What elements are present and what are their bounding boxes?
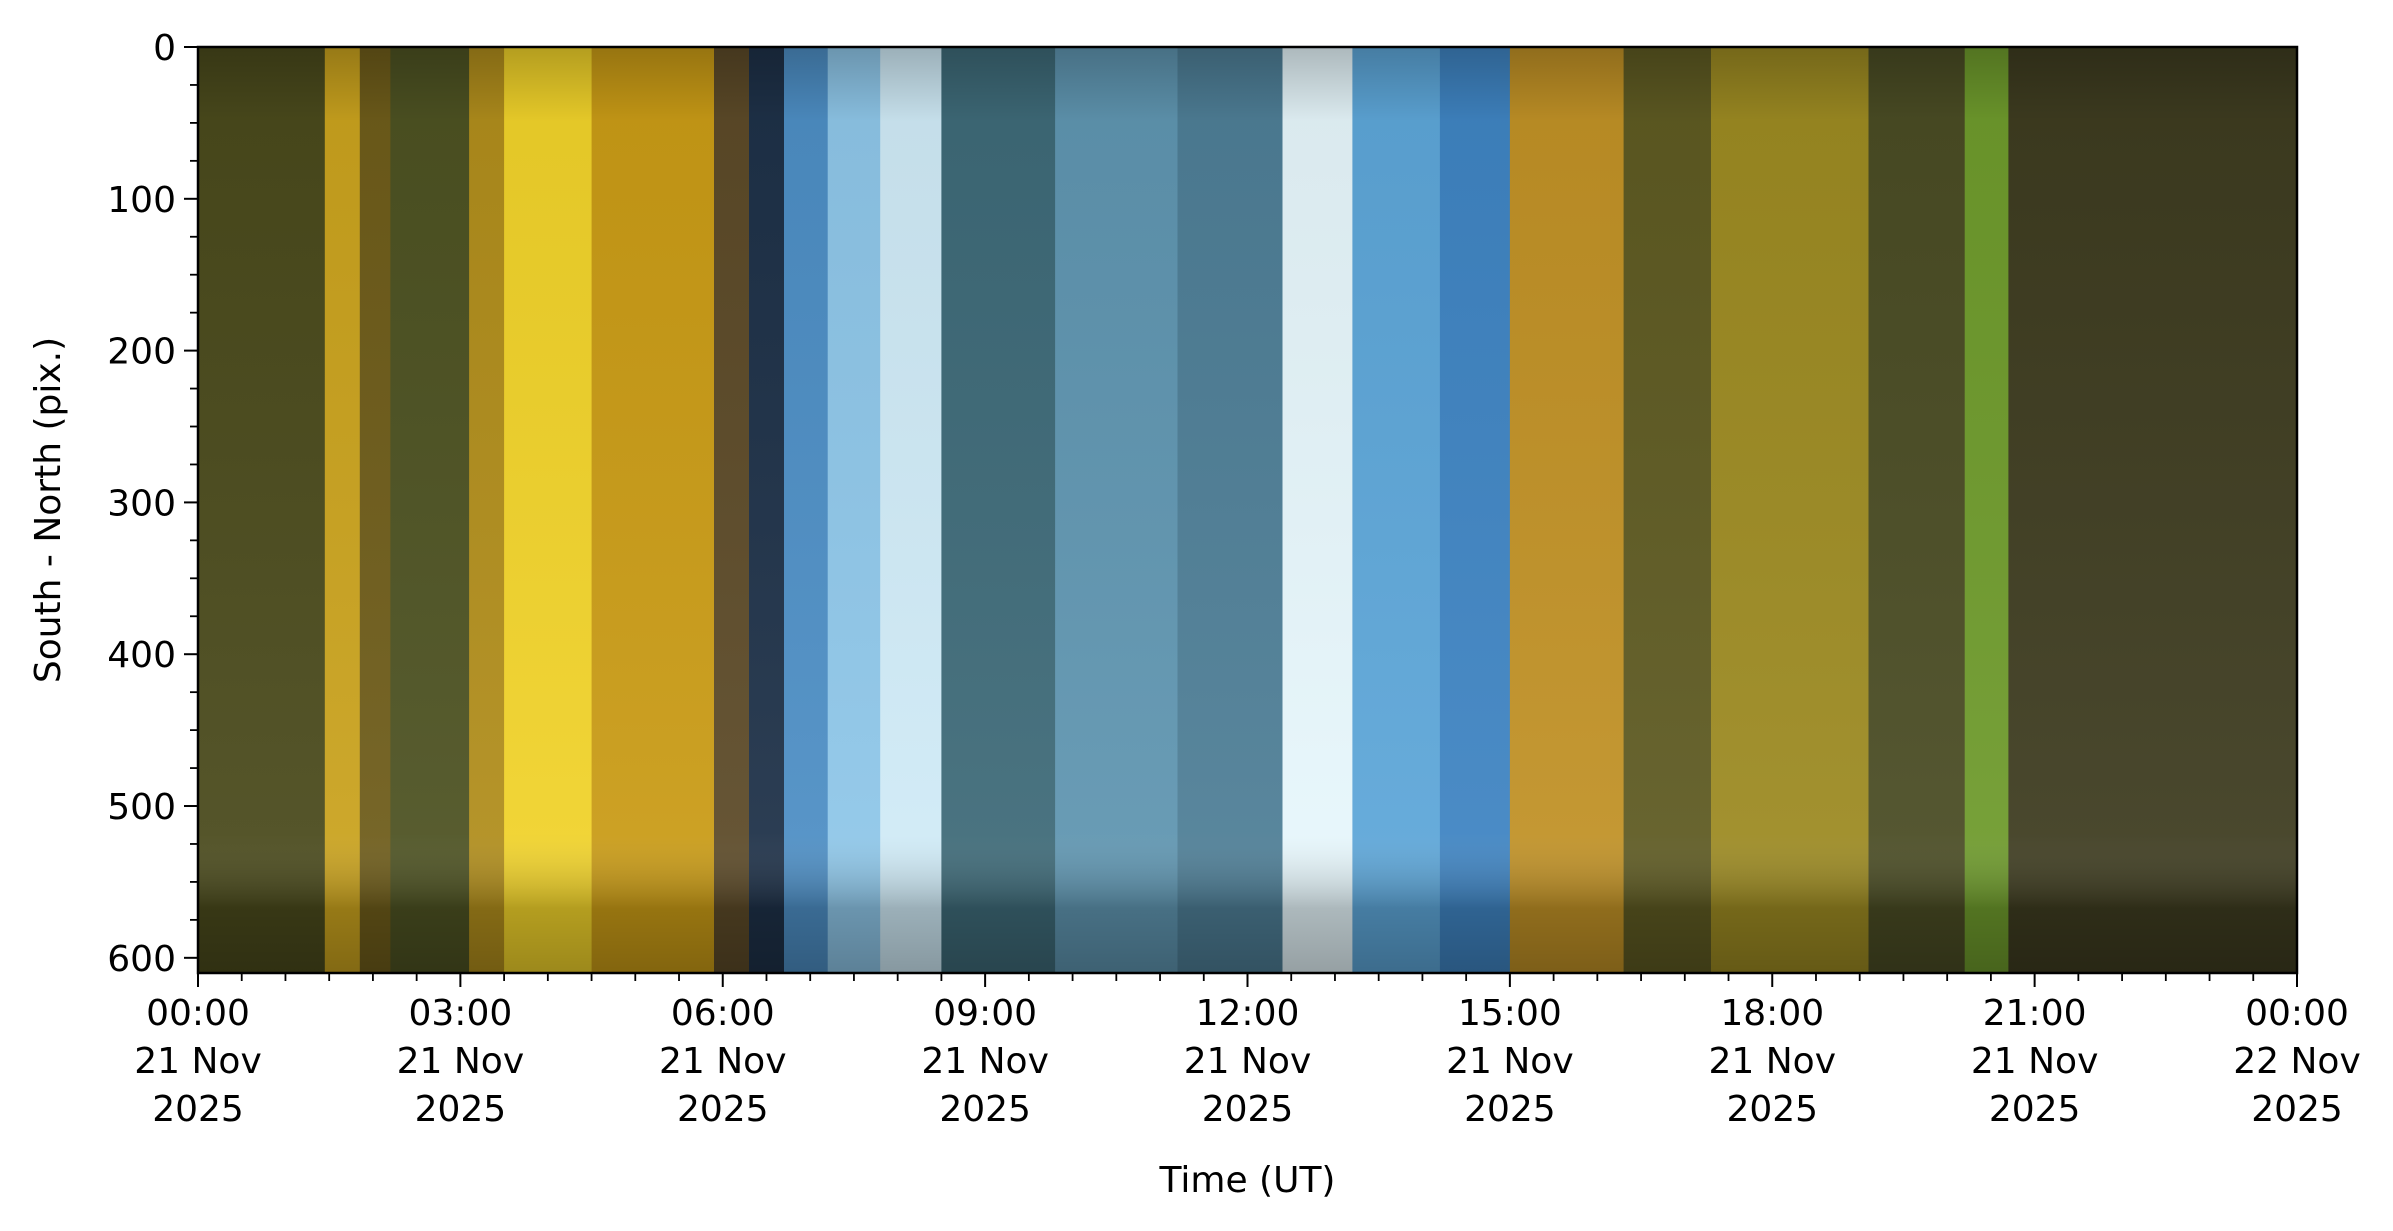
keogram-shading [198, 47, 2297, 973]
x-tick-label: 18:00 21 Nov 2025 [1708, 993, 1836, 1130]
y-axis-title: South - North (pix.) [28, 337, 69, 683]
x-axis: 00:00 21 Nov 2025 03:00 21 Nov 2025 06:00 21 No… [134, 973, 2361, 1130]
x-tick-label: 09:00 21 Nov 2025 [921, 993, 1049, 1130]
x-tick-label: 12:00 21 Nov 2025 [1184, 993, 1312, 1130]
x-tick-label: 06:00 21 Nov 2025 [659, 993, 787, 1130]
y-tick-label: 600 [107, 939, 176, 980]
x-tick-label: 15:00 21 Nov 2025 [1446, 993, 1574, 1130]
y-tick-label: 200 [107, 332, 176, 373]
x-tick-label: 00:00 21 Nov 2025 [134, 993, 262, 1130]
x-tick-label: 03:00 21 Nov 2025 [397, 993, 525, 1130]
x-tick-label: 21:00 21 Nov 2025 [1971, 993, 2099, 1130]
x-tick-label: 00:00 22 Nov 2025 [2233, 993, 2361, 1130]
y-tick-label: 0 [153, 28, 176, 69]
y-tick-label: 400 [107, 635, 176, 676]
plot-area [196, 45, 2299, 975]
y-tick-label: 500 [107, 787, 176, 828]
y-tick-label: 300 [107, 483, 176, 524]
y-axis: 0 100 200 300 400 500 600 [107, 28, 198, 980]
y-tick-label: 100 [107, 180, 176, 221]
x-axis-title: Time (UT) [1159, 1160, 1336, 1201]
